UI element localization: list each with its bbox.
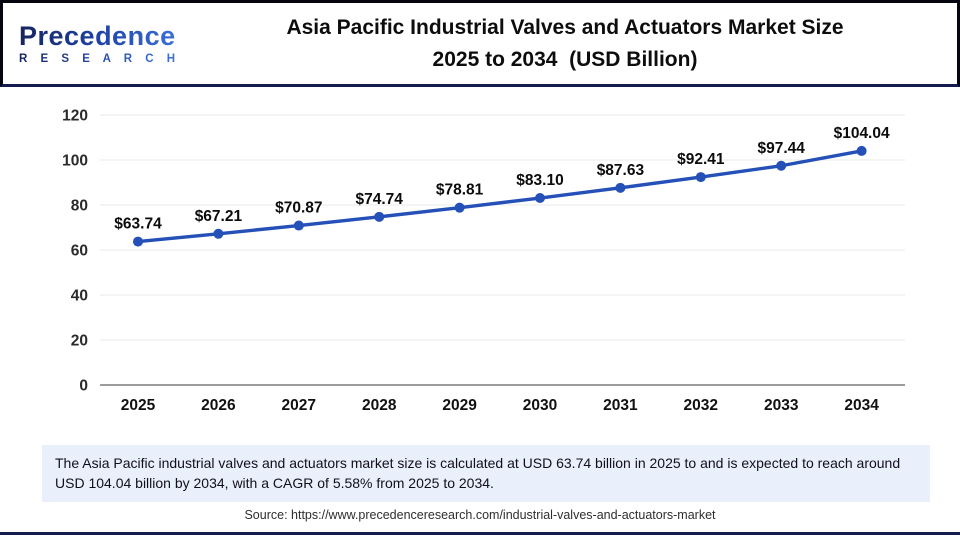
chart-svg: 0 20 40 60 80 100 120 2025 2026 2027 2028 2029 2030 2… bbox=[62, 108, 905, 414]
header: Precedence R E S E A R C H Asia Pacific … bbox=[0, 0, 960, 87]
data-point-label: $78.81 bbox=[436, 182, 484, 199]
data-point-label: $92.41 bbox=[677, 151, 725, 168]
data-point bbox=[213, 228, 224, 239]
x-tick-label: 2027 bbox=[282, 397, 316, 414]
data-point bbox=[535, 193, 545, 204]
y-tick-label: 120 bbox=[62, 108, 88, 125]
data-point bbox=[695, 172, 706, 183]
chart-title-line2: 2025 to 2034 (USD Billion) bbox=[432, 47, 698, 71]
data-point bbox=[293, 220, 304, 231]
source-line: Source: https://www.precedenceresearch.c… bbox=[244, 508, 716, 522]
summary-box: The Asia Pacific industrial valves and a… bbox=[42, 445, 930, 502]
x-tick-label: 2031 bbox=[603, 397, 638, 414]
data-point-label: $74.74 bbox=[355, 191, 403, 208]
y-tick-label: 100 bbox=[62, 153, 88, 170]
line-chart: 0 20 40 60 80 100 120 2025 2026 2027 2028 2029 2030 2… bbox=[0, 87, 960, 440]
x-tick-label: 2029 bbox=[442, 397, 477, 414]
data-point-label: $83.10 bbox=[516, 172, 563, 189]
data-point bbox=[133, 236, 143, 247]
x-tick-label: 2026 bbox=[201, 397, 236, 414]
data-point-label: $70.87 bbox=[275, 200, 322, 217]
x-tick-label: 2030 bbox=[523, 397, 557, 414]
logo-subtitle: R E S E A R C H bbox=[19, 53, 183, 65]
chart-title: Asia Pacific Industrial Valves and Actua… bbox=[183, 12, 957, 75]
data-point-label: $97.44 bbox=[757, 140, 805, 157]
x-tick-label: 2034 bbox=[844, 397, 879, 414]
trend-line bbox=[136, 149, 864, 244]
x-tick-label: 2025 bbox=[121, 397, 156, 414]
y-tick-label: 40 bbox=[71, 288, 88, 305]
bottom-accent-bar bbox=[0, 532, 960, 535]
y-tick-label: 60 bbox=[71, 243, 88, 260]
data-point bbox=[615, 182, 626, 193]
chart-title-line1: Asia Pacific Industrial Valves and Actua… bbox=[286, 16, 844, 39]
data-point-label: $63.74 bbox=[114, 216, 162, 233]
data-point bbox=[776, 160, 787, 171]
y-tick-label: 0 bbox=[79, 378, 88, 395]
logo-wordmark: Precedence bbox=[19, 21, 183, 52]
precedence-logo: Precedence R E S E A R C H bbox=[3, 21, 183, 65]
x-tick-label: 2033 bbox=[764, 397, 799, 414]
data-point-label: $87.63 bbox=[597, 162, 645, 179]
data-point bbox=[454, 202, 465, 213]
data-point-label: $67.21 bbox=[195, 208, 243, 225]
data-point bbox=[856, 145, 867, 156]
x-tick-label: 2028 bbox=[362, 397, 397, 414]
data-point-label: $104.04 bbox=[834, 125, 890, 142]
x-tick-label: 2032 bbox=[684, 397, 718, 414]
y-tick-label: 20 bbox=[71, 333, 88, 350]
summary-text: The Asia Pacific industrial valves and a… bbox=[55, 455, 901, 492]
data-point bbox=[374, 211, 385, 222]
y-tick-label: 80 bbox=[71, 198, 88, 215]
